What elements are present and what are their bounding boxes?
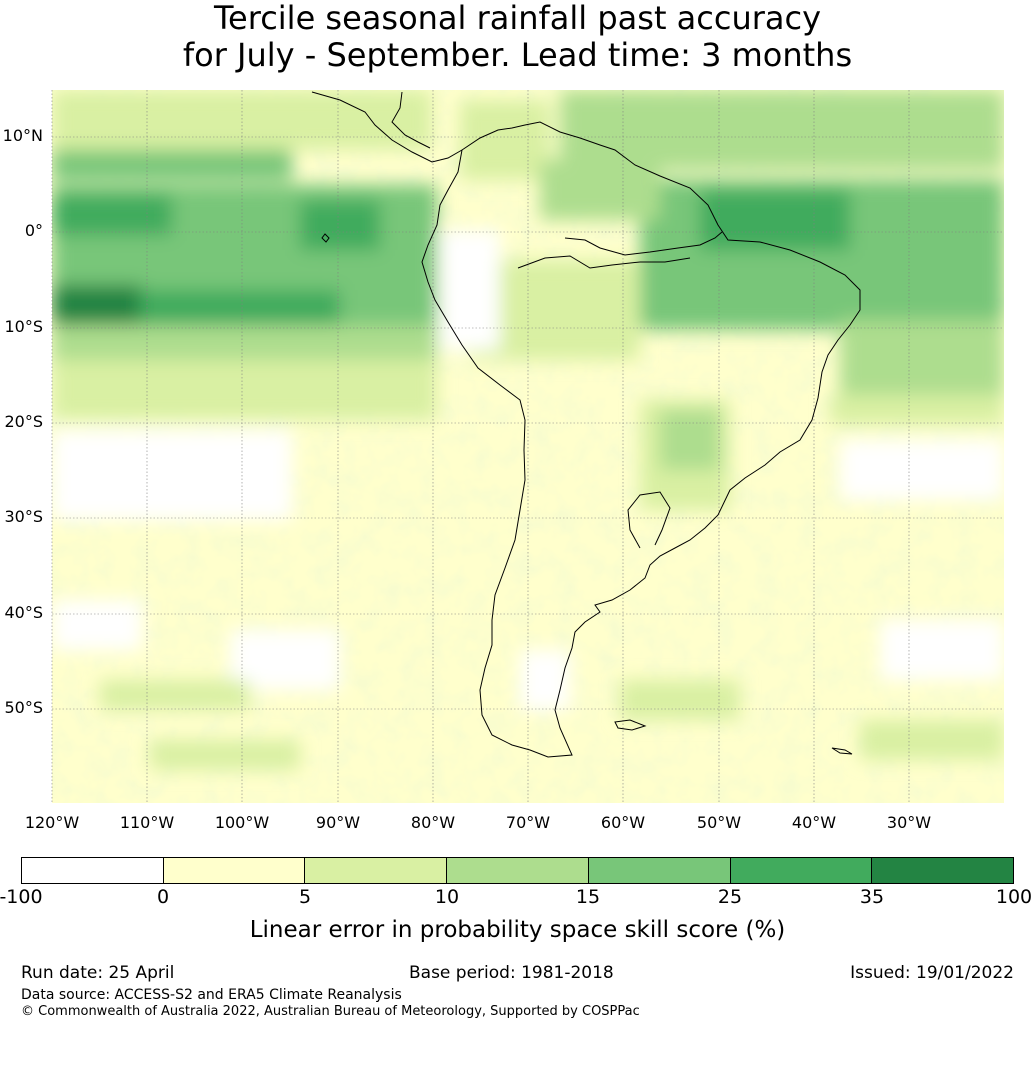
lon-label-90w: 90°W bbox=[315, 813, 361, 832]
lon-label-80w: 80°W bbox=[410, 813, 456, 832]
lat-label-10n: 10°N bbox=[2, 126, 43, 145]
colorbar-tick: 5 bbox=[298, 886, 312, 908]
colorbar-segment bbox=[163, 858, 306, 883]
lat-label-0: 0° bbox=[24, 221, 43, 240]
colorbar-tick: 10 bbox=[434, 886, 460, 908]
colorbar-tick: 15 bbox=[575, 886, 601, 908]
copyright: © Commonwealth of Australia 2022, Austra… bbox=[21, 1004, 640, 1019]
lon-label-110w: 110°W bbox=[119, 813, 175, 832]
lon-label-70w: 70°W bbox=[505, 813, 551, 832]
south-georgia bbox=[831, 747, 853, 755]
lat-label-50s: 50°S bbox=[4, 698, 43, 717]
data-source: Data source: ACCESS-S2 and ERA5 Climate … bbox=[21, 987, 402, 1003]
lon-label-60w: 60°W bbox=[600, 813, 646, 832]
galapagos bbox=[321, 233, 330, 243]
south-america-coast bbox=[421, 121, 861, 758]
run-date: Run date: 25 April bbox=[21, 963, 175, 983]
base-period: Base period: 1981-2018 bbox=[409, 963, 614, 983]
colorbar-segment bbox=[730, 858, 873, 883]
rio-de-la-plata bbox=[627, 491, 671, 549]
colorbar-label: Linear error in probability space skill … bbox=[249, 917, 786, 943]
lat-label-40s: 40°S bbox=[4, 603, 43, 622]
issued-date: Issued: 19/01/2022 bbox=[850, 963, 1014, 983]
colorbar-tick: -100 bbox=[0, 886, 43, 908]
colorbar-segment bbox=[305, 858, 448, 883]
falkland-islands bbox=[614, 719, 647, 731]
colorbar-segment bbox=[22, 858, 164, 883]
lat-label-10s: 10°S bbox=[4, 317, 43, 336]
colorbar-tick: 0 bbox=[156, 886, 170, 908]
skill-field bbox=[52, 90, 1004, 803]
colorbar-tick: 100 bbox=[995, 886, 1033, 908]
colorbar bbox=[21, 857, 1014, 884]
lat-label-20s: 20°S bbox=[4, 412, 43, 431]
lon-label-50w: 50°W bbox=[696, 813, 742, 832]
lon-label-100w: 100°W bbox=[214, 813, 270, 832]
map-title-line1: Tercile seasonal rainfall past accuracy bbox=[213, 0, 822, 37]
lat-label-30s: 30°S bbox=[4, 507, 43, 526]
colorbar-segment bbox=[588, 858, 731, 883]
map-title: Tercile seasonal rainfall past accuracy … bbox=[0, 0, 1035, 74]
map-title-line2: for July - September. Lead time: 3 month… bbox=[182, 36, 853, 74]
colorbar-tick: 25 bbox=[717, 886, 743, 908]
coastlines bbox=[311, 91, 861, 758]
amazon-river bbox=[517, 231, 723, 269]
graticule bbox=[51, 90, 1004, 803]
lon-label-120w: 120°W bbox=[24, 813, 80, 832]
central-america-coast bbox=[311, 91, 463, 163]
lon-label-40w: 40°W bbox=[791, 813, 837, 832]
colorbar-segment bbox=[447, 858, 589, 883]
lon-label-30w: 30°W bbox=[886, 813, 932, 832]
colorbar-tick: 35 bbox=[859, 886, 885, 908]
colorbar-segment bbox=[872, 858, 1014, 883]
